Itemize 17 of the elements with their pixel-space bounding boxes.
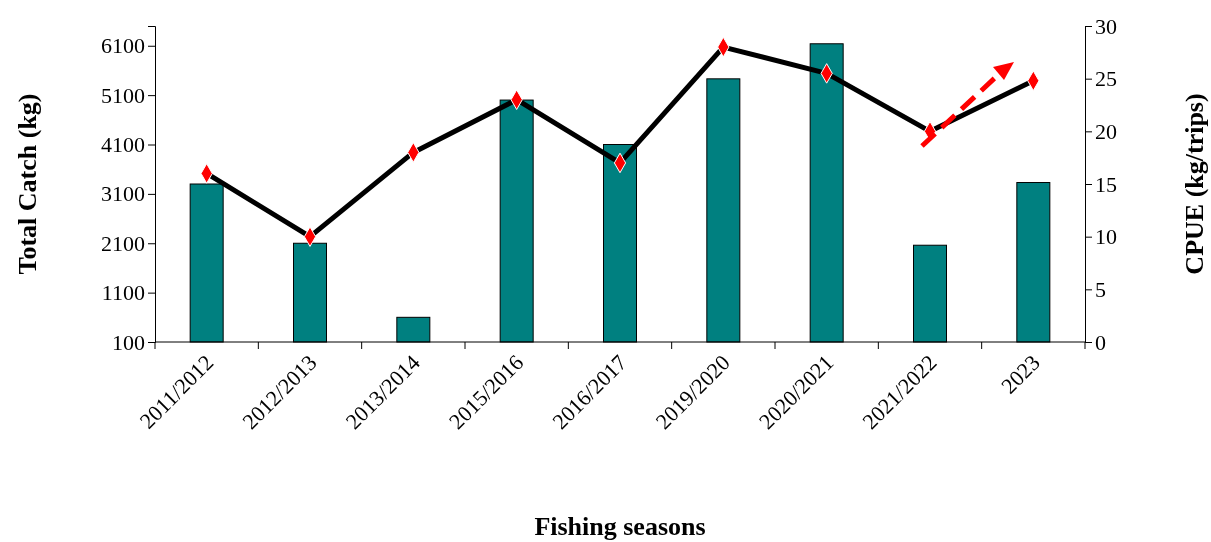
y-tick-label: 3100 [101,181,145,207]
y2-tick-label: 25 [1095,66,1117,92]
y2-tick-label: 30 [1095,13,1117,39]
y-axis-title: Total Catch (kg) [13,93,42,275]
x-axis-title: Fishing seasons [534,512,706,541]
y-tick-label: 100 [112,329,145,355]
y2-tick-label: 15 [1095,171,1117,197]
y2-axis-title: CPUE (kg/trips) [1180,93,1209,275]
y-tick-label: 5100 [101,82,145,108]
y2-tick-label: 10 [1095,224,1117,250]
y2-tick-label: 5 [1095,276,1106,302]
y-tick-label: 1100 [101,280,145,306]
y2-tick-label: 0 [1095,329,1106,355]
y-tick-label: 4100 [101,132,145,158]
y-tick-label: 6100 [101,33,145,59]
y2-tick-label: 20 [1095,118,1117,144]
y-tick-label: 2100 [101,230,145,256]
